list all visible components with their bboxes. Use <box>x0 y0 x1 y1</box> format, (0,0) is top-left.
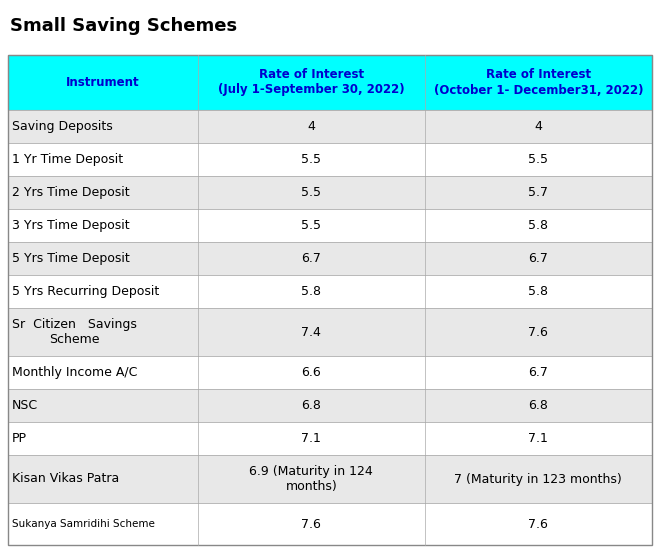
Text: 5.7: 5.7 <box>529 186 548 199</box>
Bar <box>8 455 652 503</box>
Text: 6.7: 6.7 <box>529 252 548 265</box>
Text: 7.6: 7.6 <box>302 517 321 531</box>
Bar <box>8 242 652 275</box>
Text: 6.7: 6.7 <box>529 366 548 379</box>
Text: 5.5: 5.5 <box>302 186 321 199</box>
Bar <box>8 55 652 110</box>
Text: 3 Yrs Time Deposit: 3 Yrs Time Deposit <box>12 219 129 232</box>
Text: Rate of Interest
(July 1-September 30, 2022): Rate of Interest (July 1-September 30, 2… <box>218 68 405 96</box>
Text: 7.6: 7.6 <box>529 326 548 338</box>
Text: 6.8: 6.8 <box>529 399 548 412</box>
Bar <box>8 143 652 176</box>
Text: 6.6: 6.6 <box>302 366 321 379</box>
Text: 7.6: 7.6 <box>529 517 548 531</box>
Bar <box>8 308 652 356</box>
Text: 5 Yrs Time Deposit: 5 Yrs Time Deposit <box>12 252 130 265</box>
Text: 4: 4 <box>308 120 315 133</box>
Text: Instrument: Instrument <box>66 76 140 89</box>
Text: 5.5: 5.5 <box>529 153 548 166</box>
Text: Saving Deposits: Saving Deposits <box>12 120 113 133</box>
Text: 6.9 (Maturity in 124
months): 6.9 (Maturity in 124 months) <box>249 465 373 493</box>
Text: 6.7: 6.7 <box>302 252 321 265</box>
Text: 1 Yr Time Deposit: 1 Yr Time Deposit <box>12 153 123 166</box>
Text: 5.8: 5.8 <box>529 219 548 232</box>
Text: 5.5: 5.5 <box>302 219 321 232</box>
Text: 5.8: 5.8 <box>529 285 548 298</box>
Text: Rate of Interest
(October 1- December31, 2022): Rate of Interest (October 1- December31,… <box>434 68 643 96</box>
Text: 5.5: 5.5 <box>302 153 321 166</box>
Bar <box>8 176 652 209</box>
Text: 4: 4 <box>535 120 543 133</box>
Text: 7.1: 7.1 <box>302 432 321 445</box>
Text: Kisan Vikas Patra: Kisan Vikas Patra <box>12 473 119 485</box>
Bar <box>8 389 652 422</box>
Bar <box>8 503 652 545</box>
Bar <box>8 55 652 545</box>
Text: 7 (Maturity in 123 months): 7 (Maturity in 123 months) <box>455 473 622 485</box>
Bar <box>8 422 652 455</box>
Bar <box>8 209 652 242</box>
Text: PP: PP <box>12 432 27 445</box>
Bar <box>8 356 652 389</box>
Text: 7.4: 7.4 <box>302 326 321 338</box>
Text: 7.1: 7.1 <box>529 432 548 445</box>
Text: 2 Yrs Time Deposit: 2 Yrs Time Deposit <box>12 186 129 199</box>
Text: 5.8: 5.8 <box>302 285 321 298</box>
Text: 5 Yrs Recurring Deposit: 5 Yrs Recurring Deposit <box>12 285 159 298</box>
Text: Sr  Citizen   Savings
Scheme: Sr Citizen Savings Scheme <box>12 318 137 346</box>
Text: NSC: NSC <box>12 399 38 412</box>
Text: 6.8: 6.8 <box>302 399 321 412</box>
Bar <box>8 275 652 308</box>
Text: Monthly Income A/C: Monthly Income A/C <box>12 366 137 379</box>
Text: Sukanya Samridihi Scheme: Sukanya Samridihi Scheme <box>12 519 155 529</box>
Bar <box>8 110 652 143</box>
Text: Small Saving Schemes: Small Saving Schemes <box>10 17 237 35</box>
